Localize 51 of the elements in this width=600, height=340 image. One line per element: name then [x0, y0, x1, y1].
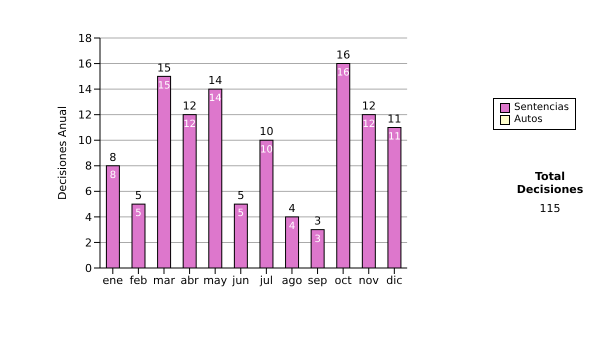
- legend-label: Sentencias: [514, 102, 569, 114]
- data-label: 12: [183, 118, 196, 130]
- total-label: 14: [208, 74, 222, 88]
- x-tick-label: feb: [130, 274, 148, 287]
- total-label: 15: [157, 61, 172, 74]
- y-tick-label: 16: [78, 57, 92, 70]
- data-label: 15: [158, 80, 170, 92]
- y-tick-label: 14: [78, 83, 92, 96]
- total-label: 4: [288, 202, 296, 215]
- y-tick-label: 10: [78, 134, 92, 148]
- total-label: 5: [237, 189, 244, 202]
- data-label: 8: [110, 170, 116, 181]
- x-tick-label: jul: [258, 274, 273, 287]
- x-tick-label: jun: [231, 274, 250, 287]
- x-tick-label: ago: [282, 274, 302, 287]
- y-tick-label: 8: [85, 160, 92, 173]
- y-tick-label: 6: [85, 185, 92, 198]
- x-tick-label: oct: [334, 274, 352, 287]
- data-label: 4: [288, 220, 296, 232]
- data-label: 3: [314, 234, 321, 245]
- y-tick-label: 12: [78, 108, 92, 122]
- total-label: 3: [314, 214, 322, 228]
- data-label: 16: [336, 68, 350, 79]
- x-tick-label: may: [203, 274, 228, 287]
- x-tick-label: abr: [180, 274, 200, 287]
- data-label: 5: [135, 208, 142, 220]
- total-label: 8: [109, 150, 116, 164]
- data-label: 14: [208, 93, 222, 104]
- y-tick-label: 4: [85, 210, 92, 224]
- text: Total Decisiones: [516, 170, 584, 196]
- x-tick-label: mar: [152, 274, 176, 287]
- y-tick-label: 0: [85, 262, 92, 275]
- y-tick-label: 2: [85, 236, 92, 250]
- x-tick-label: nov: [358, 274, 380, 287]
- total-label: 12: [362, 100, 376, 113]
- total-label: 16: [336, 48, 350, 62]
- x-tick-label: dic: [386, 274, 402, 287]
- total-label: 11: [387, 112, 402, 126]
- total-label: 12: [182, 100, 197, 113]
- data-label: 11: [388, 132, 401, 143]
- total-label: 5: [134, 189, 142, 202]
- data-label: 5: [238, 208, 244, 220]
- data-label: 12: [362, 118, 376, 130]
- y-tick-label: 18: [78, 32, 92, 45]
- data-label: 10: [260, 144, 273, 156]
- x-tick-label: sep: [308, 274, 328, 287]
- x-tick-label: ene: [102, 274, 124, 287]
- y-axis-title: Decisiones Anual: [56, 106, 69, 200]
- total-label: 10: [259, 125, 274, 138]
- text: 115: [538, 202, 562, 215]
- legend-label: Autos: [514, 114, 543, 126]
